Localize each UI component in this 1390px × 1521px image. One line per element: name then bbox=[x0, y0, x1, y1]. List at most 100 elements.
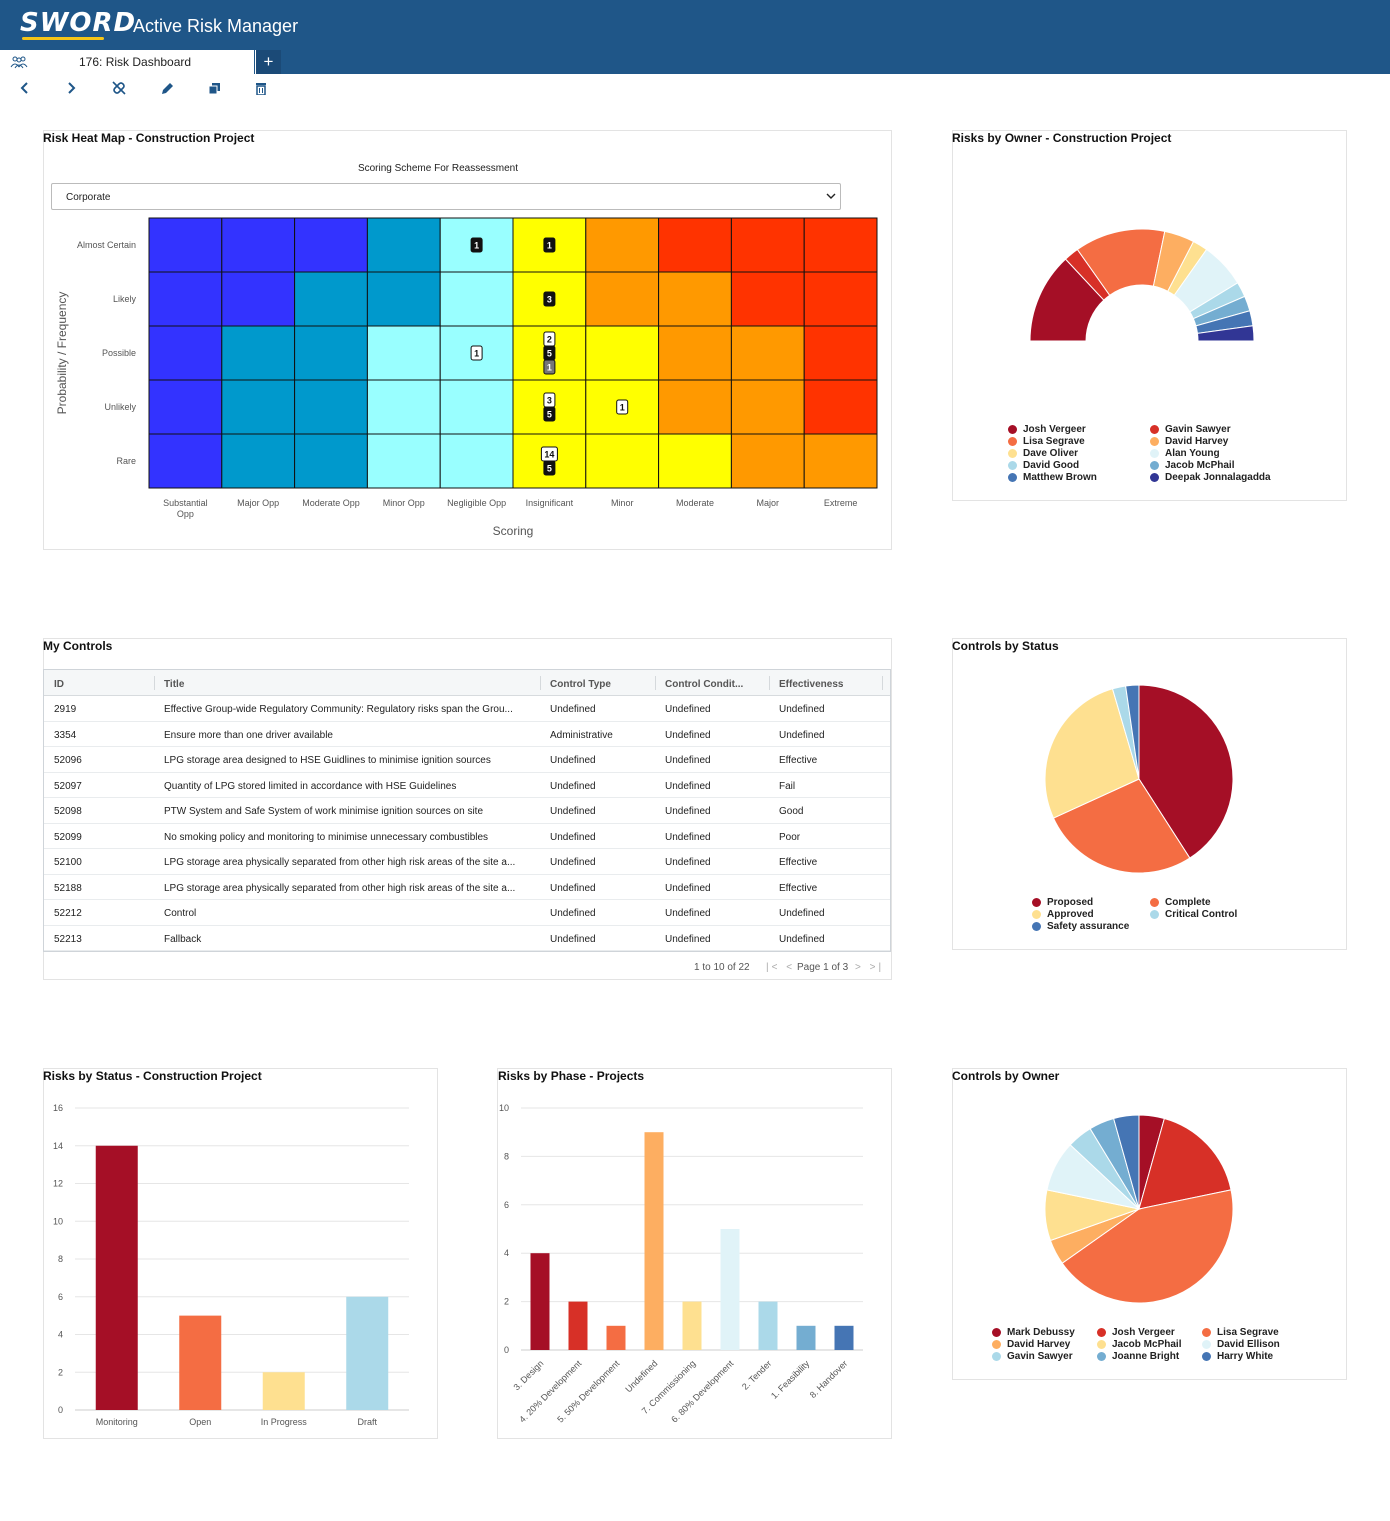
legend-item[interactable]: Approved bbox=[1032, 909, 1094, 920]
add-tab-button[interactable]: + bbox=[255, 50, 281, 74]
heatmap-cell[interactable] bbox=[658, 379, 732, 435]
forward-button[interactable] bbox=[61, 78, 81, 98]
legend-item[interactable]: Deepak Jonnalagadda bbox=[1150, 472, 1271, 483]
tab-risk-dashboard[interactable]: 176: Risk Dashboard bbox=[0, 50, 254, 74]
heatmap-cell[interactable] bbox=[803, 379, 878, 435]
heatmap-cell[interactable] bbox=[366, 325, 441, 381]
legend-item[interactable]: David Ellison bbox=[1202, 1339, 1280, 1350]
bar[interactable] bbox=[796, 1325, 816, 1350]
heatmap-cell[interactable] bbox=[148, 433, 223, 489]
heatmap-cell[interactable] bbox=[366, 271, 441, 327]
legend-item[interactable]: Alan Young bbox=[1150, 448, 1220, 459]
heatmap-cell[interactable] bbox=[730, 433, 805, 489]
pie-slice[interactable] bbox=[1044, 688, 1140, 819]
column-header[interactable]: Effectiveness bbox=[779, 679, 844, 690]
legend-item[interactable]: Gavin Sawyer bbox=[992, 1351, 1073, 1362]
pie-slice[interactable] bbox=[1113, 1114, 1140, 1210]
column-divider[interactable] bbox=[882, 676, 883, 690]
heatmap-cell[interactable] bbox=[658, 217, 732, 273]
heatmap-cell[interactable] bbox=[585, 325, 660, 381]
bar[interactable] bbox=[682, 1301, 702, 1350]
table-row[interactable]: 52188 LPG storage area physically separat… bbox=[44, 875, 890, 900]
heatmap-cell[interactable] bbox=[221, 217, 296, 273]
delete-button[interactable] bbox=[251, 78, 271, 98]
unlink-button[interactable] bbox=[109, 78, 129, 98]
heatmap-cell[interactable] bbox=[366, 433, 441, 489]
legend-item[interactable]: Mark Debussy bbox=[992, 1327, 1075, 1338]
risk-count-badge[interactable] bbox=[470, 237, 483, 253]
risk-count-badge[interactable] bbox=[543, 359, 556, 375]
legend-item[interactable]: Lisa Segrave bbox=[1202, 1327, 1279, 1338]
table-row[interactable]: 52100 LPG storage area physically separat… bbox=[44, 849, 890, 875]
heatmap-cell[interactable] bbox=[585, 217, 660, 273]
heatmap-cell[interactable] bbox=[803, 433, 878, 489]
copy-button[interactable] bbox=[204, 78, 224, 98]
heatmap-cell[interactable] bbox=[658, 271, 732, 327]
bar[interactable] bbox=[262, 1372, 305, 1410]
heatmap-cell[interactable] bbox=[439, 271, 514, 327]
legend-item[interactable]: Jacob McPhail bbox=[1150, 460, 1234, 471]
heatmap-cell[interactable] bbox=[148, 217, 223, 273]
heatmap-cell[interactable] bbox=[148, 379, 223, 435]
bar[interactable] bbox=[644, 1132, 664, 1350]
heatmap-cell[interactable] bbox=[294, 433, 368, 489]
heatmap-cell[interactable] bbox=[730, 271, 805, 327]
legend-item[interactable]: Joanne Bright bbox=[1097, 1351, 1179, 1362]
heatmap-cell[interactable] bbox=[294, 379, 368, 435]
bar[interactable] bbox=[758, 1301, 778, 1350]
legend-item[interactable]: Complete bbox=[1150, 897, 1211, 908]
risk-count-badge[interactable] bbox=[543, 460, 556, 476]
legend-item[interactable]: David Harvey bbox=[992, 1339, 1070, 1350]
risk-count-badge[interactable] bbox=[543, 237, 556, 253]
heatmap-cell[interactable] bbox=[294, 271, 368, 327]
legend-item[interactable]: Dave Oliver bbox=[1008, 448, 1078, 459]
bar[interactable] bbox=[179, 1315, 222, 1410]
heatmap-cell[interactable] bbox=[585, 271, 660, 327]
legend-item[interactable]: Jacob McPhail bbox=[1097, 1339, 1181, 1350]
legend-item[interactable]: David Good bbox=[1008, 460, 1079, 471]
legend-item[interactable]: Gavin Sawyer bbox=[1150, 424, 1231, 435]
risk-count-badge[interactable] bbox=[470, 345, 483, 361]
heatmap-cell[interactable] bbox=[439, 433, 514, 489]
heatmap-cell[interactable] bbox=[803, 271, 878, 327]
table-row[interactable]: 52097 Quantity of LPG stored limited in a… bbox=[44, 773, 890, 798]
column-divider[interactable] bbox=[154, 676, 155, 690]
heatmap-cell[interactable] bbox=[585, 433, 660, 489]
heatmap-cell[interactable] bbox=[658, 325, 732, 381]
heatmap-cell[interactable] bbox=[658, 433, 732, 489]
scoring-scheme-select[interactable]: Corporate bbox=[51, 183, 841, 210]
heatmap-cell[interactable] bbox=[221, 271, 296, 327]
legend-item[interactable]: Harry White bbox=[1202, 1351, 1273, 1362]
column-divider[interactable] bbox=[540, 676, 541, 690]
legend-item[interactable]: Matthew Brown bbox=[1008, 472, 1097, 483]
pie-slice[interactable] bbox=[1196, 325, 1255, 342]
heatmap-cell[interactable] bbox=[221, 325, 296, 381]
bar[interactable] bbox=[606, 1325, 626, 1350]
pie-slice[interactable] bbox=[1125, 684, 1140, 780]
table-row[interactable]: 52213 Fallback Undefined Undefined Undefined bbox=[44, 926, 890, 951]
column-header[interactable]: Control Condit... bbox=[665, 679, 744, 690]
heatmap-cell[interactable] bbox=[148, 271, 223, 327]
pager-first-prev[interactable]: |< < bbox=[766, 962, 796, 973]
column-header[interactable]: Title bbox=[164, 679, 185, 690]
risk-count-badge[interactable] bbox=[616, 399, 629, 415]
heatmap-cell[interactable] bbox=[148, 325, 223, 381]
bar[interactable] bbox=[568, 1301, 588, 1350]
bar[interactable] bbox=[95, 1145, 138, 1410]
heatmap-cell[interactable] bbox=[294, 217, 368, 273]
bar[interactable] bbox=[346, 1296, 389, 1410]
bar[interactable] bbox=[720, 1229, 740, 1350]
legend-item[interactable]: David Harvey bbox=[1150, 436, 1228, 447]
heatmap-cell[interactable] bbox=[803, 217, 878, 273]
legend-item[interactable]: Critical Control bbox=[1150, 909, 1237, 920]
risk-count-badge[interactable] bbox=[543, 406, 556, 422]
heatmap-cell[interactable] bbox=[730, 325, 805, 381]
edit-button[interactable] bbox=[157, 78, 177, 98]
legend-item[interactable]: Proposed bbox=[1032, 897, 1093, 908]
table-row[interactable]: 52099 No smoking policy and monitoring to… bbox=[44, 824, 890, 849]
legend-item[interactable]: Josh Vergeer bbox=[1097, 1327, 1175, 1338]
bar[interactable] bbox=[530, 1253, 550, 1350]
heatmap-cell[interactable] bbox=[730, 379, 805, 435]
column-header[interactable]: ID bbox=[54, 679, 64, 690]
heatmap-cell[interactable] bbox=[366, 217, 441, 273]
